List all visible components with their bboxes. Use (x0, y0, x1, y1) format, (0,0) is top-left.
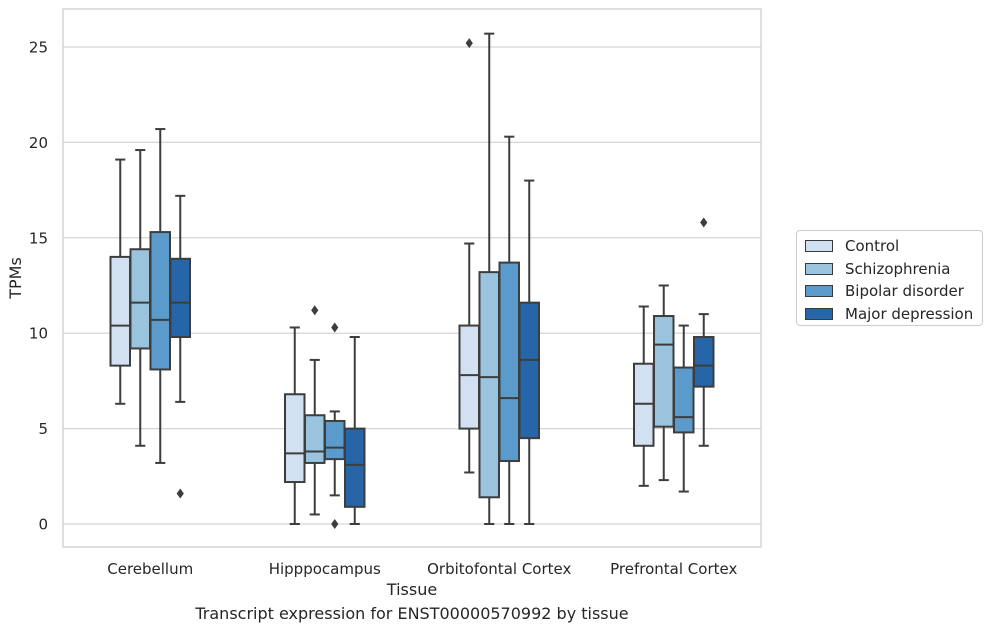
x-tick-label: Cerebellum (107, 560, 193, 578)
box-bipolar-disorder (149, 231, 171, 371)
box-bipolar-disorder (498, 261, 520, 463)
y-axis-ticks: 0 5 10 15 20 25 (29, 39, 48, 534)
legend-item: Schizophrenia (805, 258, 982, 281)
box-control (109, 255, 131, 367)
x-axis-label: Tissue (386, 580, 437, 599)
legend-label: Bipolar disorder (845, 282, 964, 301)
box-major-depression (518, 301, 540, 440)
legend-item: Bipolar disorder (805, 280, 982, 303)
box-schizophrenia (129, 248, 151, 350)
y-tick-label: 5 (38, 420, 48, 438)
outlier-point (331, 322, 339, 333)
box-schizophrenia (304, 414, 326, 464)
legend-label: Schizophrenia (845, 259, 951, 278)
x-tick-label: Orbitofontal Cortex (427, 560, 571, 578)
y-tick-label: 10 (29, 325, 48, 343)
box-major-depression (344, 427, 366, 508)
box-schizophrenia (653, 315, 675, 428)
outlier-point (331, 519, 339, 529)
legend-item: Major depression (805, 303, 982, 326)
legend-label: Major depression (845, 304, 974, 323)
box-major-depression (693, 336, 715, 388)
box-bipolar-disorder (673, 366, 695, 434)
legend-swatch (805, 240, 833, 253)
plot-area-frame (62, 8, 762, 548)
y-tick-label: 15 (29, 229, 48, 247)
box-schizophrenia (478, 271, 500, 499)
outlier-point (311, 305, 319, 316)
y-tick-label: 0 (38, 516, 48, 534)
legend-swatch (805, 285, 833, 298)
outlier-point (700, 217, 708, 228)
box-series (109, 32, 715, 529)
chart-caption: Transcript expression for ENST0000057099… (195, 604, 629, 623)
box-control (458, 324, 480, 430)
outlier-point (176, 488, 184, 499)
box-bipolar-disorder (324, 419, 346, 461)
legend: Control Schizophrenia Bipolar disorder Majo… (796, 230, 983, 326)
legend-item: Control (805, 235, 982, 258)
legend-label: Control (845, 237, 900, 256)
outlier-point (465, 38, 473, 49)
y-tick-label: 25 (29, 39, 48, 57)
box-major-depression (169, 257, 191, 339)
legend-swatch (805, 262, 833, 275)
x-tick-label: Hipppocampus (269, 560, 381, 578)
x-tick-label: Prefrontal Cortex (610, 560, 737, 578)
x-axis-ticks: Cerebellum Hipppocampus Orbitofontal Corte… (107, 560, 737, 578)
box-control (284, 393, 306, 484)
legend-swatch (805, 307, 833, 320)
y-axis-label: TPMs (6, 257, 25, 300)
y-tick-label: 20 (29, 134, 48, 152)
